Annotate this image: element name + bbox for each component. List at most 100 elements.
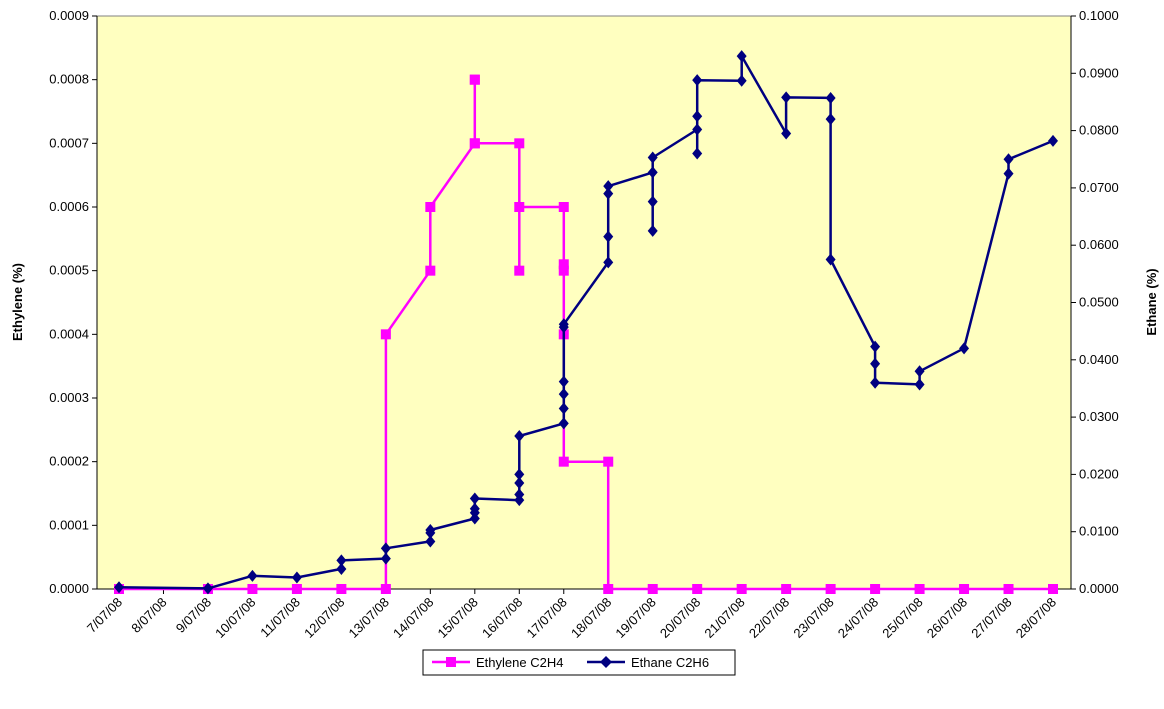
ethane-point — [647, 166, 658, 179]
right-tick-label: 0.0800 — [1079, 123, 1119, 138]
ethylene-point — [380, 584, 391, 594]
ethylene-point — [514, 138, 525, 149]
right-tick-label: 0.1000 — [1079, 8, 1119, 23]
x-tick-label: 23/07/08 — [790, 595, 836, 641]
x-tick-label: 25/07/08 — [879, 595, 925, 641]
ethane-point — [1003, 167, 1014, 180]
x-axis-ticks: 7/07/08 8/07/08 9/07/0810/07/0811/07/0812/… — [84, 589, 1059, 641]
ethylene-point — [1048, 584, 1058, 594]
series-layer — [114, 50, 1058, 595]
ethane-point — [914, 365, 925, 378]
ethane-point — [336, 562, 347, 575]
right-tick-label: 0.0500 — [1079, 295, 1119, 310]
ethane-point — [425, 523, 436, 536]
right-tick-label: 0.0600 — [1079, 237, 1119, 252]
x-tick-label: 27/07/08 — [968, 595, 1014, 641]
left-tick-label: 0.0006 — [49, 199, 89, 214]
x-tick-label: 14/07/08 — [390, 595, 436, 641]
ethane-point — [870, 357, 881, 370]
left-tick-label: 0.0000 — [49, 581, 89, 596]
ethane-point — [202, 582, 213, 595]
ethylene-point — [603, 456, 614, 467]
ethylene-point — [425, 202, 436, 212]
x-tick-label: 24/07/08 — [835, 595, 881, 641]
right-axis-title: Ethane (%) — [1144, 268, 1159, 335]
ethane-point — [603, 180, 614, 193]
x-tick-label: 9/07/08 — [173, 595, 214, 636]
left-tick-label: 0.0001 — [49, 517, 89, 532]
ethylene-point — [647, 584, 658, 594]
legend: Ethylene C2H4 Ethane C2H6 — [422, 649, 736, 676]
ethane-point — [647, 195, 658, 208]
ethylene-point — [558, 265, 569, 276]
ethylene-point — [825, 584, 836, 594]
ethylene-point — [514, 265, 525, 276]
ethylene-point — [291, 584, 302, 594]
left-tick-label: 0.0004 — [49, 326, 89, 341]
ethane-point — [558, 318, 569, 331]
ethane-point — [914, 378, 925, 391]
ethylene-point — [558, 456, 569, 467]
ethylene-point — [870, 584, 881, 594]
left-tick-label: 0.0005 — [49, 263, 89, 278]
ethylene-point — [469, 74, 480, 85]
ethylene-point — [558, 202, 569, 212]
ethylene-point — [514, 202, 525, 212]
left-tick-label: 0.0003 — [49, 390, 89, 405]
ethylene-point — [380, 329, 391, 340]
ethane-point — [514, 468, 525, 481]
right-tick-label: 0.0900 — [1079, 65, 1119, 80]
ethane-point — [380, 552, 391, 565]
legend-ethylene-label: Ethylene C2H4 — [476, 655, 563, 670]
left-tick-label: 0.0009 — [49, 8, 89, 23]
ethane-point — [647, 151, 658, 164]
right-tick-label: 0.0100 — [1079, 524, 1119, 539]
ethane-point — [336, 554, 347, 567]
right-tick-label: 0.0700 — [1079, 180, 1119, 195]
ethane-point — [736, 74, 747, 87]
ethylene-point — [781, 584, 792, 594]
left-axis-title: Ethylene (%) — [10, 263, 25, 341]
ethane-point — [469, 502, 480, 515]
ethane-point — [781, 127, 792, 140]
ethane-point — [558, 417, 569, 430]
ethane-point — [603, 256, 614, 269]
ethane-point — [603, 187, 614, 200]
x-tick-label: 15/07/08 — [435, 595, 481, 641]
ethylene-point — [736, 584, 747, 594]
ethane-point — [469, 492, 480, 505]
x-tick-label: 22/07/08 — [746, 595, 792, 641]
ethane-point — [514, 430, 525, 443]
ethane-point — [558, 375, 569, 388]
x-tick-label: 7/07/08 — [84, 595, 125, 636]
ethylene-point — [1003, 584, 1014, 594]
right-tick-label: 0.0400 — [1079, 352, 1119, 367]
ethane-point — [1003, 153, 1014, 166]
x-tick-label: 26/07/08 — [924, 595, 970, 641]
x-tick-label: 10/07/08 — [212, 595, 258, 641]
x-tick-label: 13/07/08 — [346, 595, 392, 641]
ethylene-point — [336, 584, 347, 594]
ethane-point — [247, 569, 258, 582]
ethane-point — [514, 476, 525, 489]
x-tick-label: 17/07/08 — [523, 595, 569, 641]
ethylene-point — [247, 584, 258, 594]
x-tick-label: 18/07/08 — [568, 595, 614, 641]
ethane-point — [558, 388, 569, 401]
ethane-point — [114, 581, 124, 594]
ethane-point — [514, 488, 525, 501]
ethylene-point — [959, 584, 970, 594]
x-tick-label: 21/07/08 — [701, 595, 747, 641]
ethane-point — [647, 224, 658, 237]
ethane-point — [959, 342, 970, 355]
x-tick-label: 11/07/08 — [257, 595, 303, 641]
x-tick-label: 12/07/08 — [301, 595, 347, 641]
ethane-point — [380, 542, 391, 555]
ethane-point — [870, 340, 881, 353]
legend-ethane-marker — [600, 656, 612, 668]
ethylene-point — [692, 584, 703, 594]
ethane-point — [558, 402, 569, 415]
ethane-point — [736, 50, 747, 63]
left-tick-label: 0.0008 — [49, 72, 89, 87]
